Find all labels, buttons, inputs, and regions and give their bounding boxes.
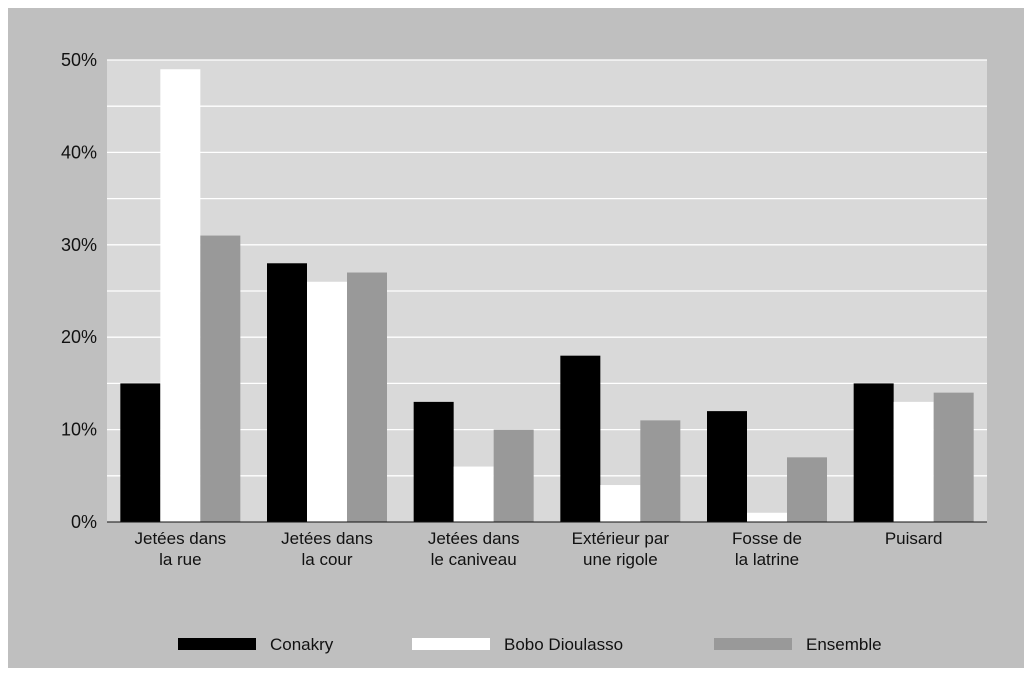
bar-bobo-dioulasso <box>160 69 201 523</box>
x-tick-label-line: Jetées dans <box>134 529 226 548</box>
bar-conakry <box>707 411 747 522</box>
legend-swatch <box>412 638 490 650</box>
x-tick-label-line: Fosse de <box>732 529 802 548</box>
y-tick-label: 40% <box>61 142 97 162</box>
legend-swatch <box>714 638 792 650</box>
x-tick-label: Jetées dans le caniveau <box>428 529 520 569</box>
x-tick-label-line: la rue <box>159 550 202 569</box>
x-tick-label: Extérieur par une rigole <box>572 529 670 569</box>
x-tick-label-line: Puisard <box>885 529 943 548</box>
y-tick-label: 20% <box>61 327 97 347</box>
legend-swatch <box>178 638 256 650</box>
bar-bobo-dioulasso <box>893 401 934 522</box>
x-tick-label-line: Jetées dans <box>428 529 520 548</box>
bar-conakry <box>267 263 307 522</box>
bar-ensemble <box>347 272 387 522</box>
y-tick-label: 50% <box>61 50 97 70</box>
bar-bobo-dioulasso <box>600 485 641 522</box>
bar-conakry <box>853 383 894 522</box>
y-axis: 0% 10% 20% 30% 40% 50% <box>61 50 97 532</box>
gridlines <box>107 59 987 477</box>
x-tick-label-line: le caniveau <box>431 550 517 569</box>
bar-bobo-dioulasso <box>307 281 347 522</box>
legend-label: Conakry <box>270 635 334 654</box>
bar-conakry <box>120 383 161 522</box>
bar-ensemble <box>200 235 241 522</box>
x-tick-label-line: une rigole <box>583 550 658 569</box>
bar-ensemble <box>640 420 681 522</box>
bar-ensemble <box>493 429 534 522</box>
x-tick-label-line: Jetées dans <box>281 529 373 548</box>
x-tick-label: Jetées dans la cour <box>281 529 373 569</box>
x-tick-label: Fosse de la latrine <box>732 529 802 569</box>
x-tick-label-line: la cour <box>301 550 352 569</box>
x-tick-label-line: Extérieur par <box>572 529 670 548</box>
y-tick-label: 0% <box>71 512 97 532</box>
y-tick-label: 30% <box>61 235 97 255</box>
bar-conakry <box>413 401 454 522</box>
bar-ensemble <box>933 392 974 522</box>
legend-label: Ensemble <box>806 635 882 654</box>
bar-bobo-dioulasso <box>453 466 494 522</box>
y-tick-label: 10% <box>61 420 97 440</box>
bar-conakry <box>560 355 601 522</box>
x-tick-label: Puisard <box>885 529 943 548</box>
bars <box>120 69 974 523</box>
x-tick-label: Jetées dans la rue <box>134 529 226 569</box>
bar-ensemble <box>787 457 827 522</box>
legend: Conakry Bobo Dioulasso Ensemble <box>178 635 882 654</box>
legend-label: Bobo Dioulasso <box>504 635 623 654</box>
bar-bobo-dioulasso <box>747 512 787 522</box>
x-tick-label-line: la latrine <box>735 550 799 569</box>
